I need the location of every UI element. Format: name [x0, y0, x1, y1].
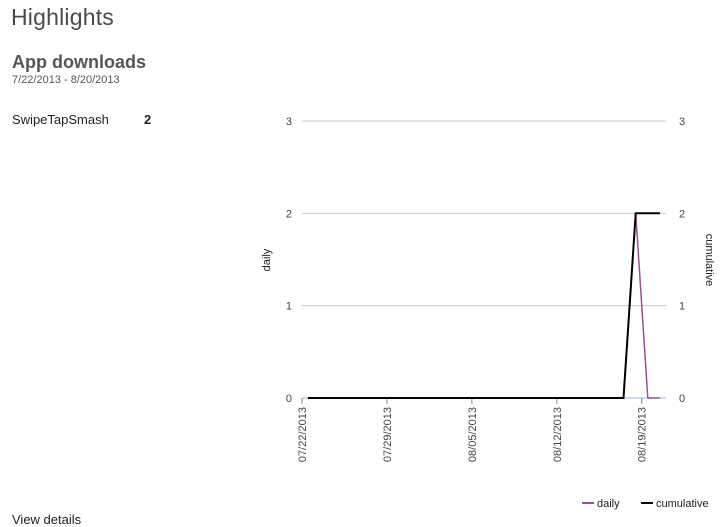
x-tick-label: 07/22/2013 — [297, 407, 309, 462]
y2-axis-label: cumulative — [703, 234, 715, 287]
view-details-link[interactable]: View details — [12, 512, 82, 527]
y-tick-label: 2 — [286, 208, 292, 220]
series-line-cumulative — [308, 212, 660, 399]
legend-label-daily: daily — [597, 498, 620, 510]
y-tick-label: 3 — [286, 116, 292, 128]
app-download-count: 2 — [144, 112, 152, 127]
y2-tick-label: 3 — [679, 116, 685, 128]
x-tick-label: 07/29/2013 — [382, 407, 394, 462]
legend-label-cumulative: cumulative — [656, 498, 709, 510]
y2-tick-label: 0 — [679, 393, 685, 405]
y-tick-label: 0 — [286, 393, 292, 405]
x-tick-label: 08/19/2013 — [637, 407, 649, 462]
x-tick-label: 08/05/2013 — [467, 407, 479, 462]
y2-tick-label: 1 — [679, 301, 685, 313]
app-name: SwipeTapSmash — [12, 112, 109, 127]
x-tick-label: 08/12/2013 — [552, 407, 564, 462]
section-title: App downloads — [12, 52, 146, 72]
date-range: 7/22/2013 - 8/20/2013 — [12, 74, 120, 86]
y-tick-label: 1 — [286, 301, 292, 313]
y-axis-label: daily — [261, 248, 273, 271]
y2-tick-label: 2 — [679, 208, 685, 220]
page-title: Highlights — [11, 4, 114, 30]
